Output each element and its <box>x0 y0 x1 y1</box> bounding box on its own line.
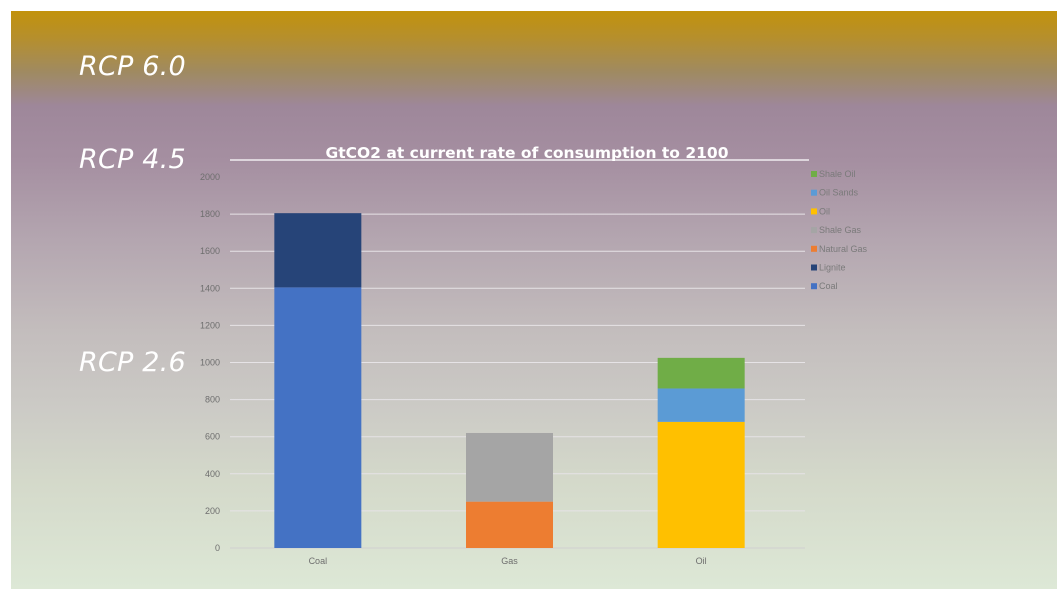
y-tick-label: 600 <box>205 432 220 442</box>
legend-swatch <box>811 245 817 252</box>
y-tick-label: 1800 <box>200 209 220 219</box>
bar-segment-shale-oil <box>657 357 745 389</box>
legend-swatch <box>811 227 817 234</box>
y-tick-label: 400 <box>205 469 220 479</box>
bar-segment-lignite <box>274 213 362 288</box>
legend-label: Natural Gas <box>819 244 868 254</box>
y-tick-label: 0 <box>215 543 220 553</box>
legend: Shale Oil Oil Sands Oil Shale Gas Natural Ga… <box>811 169 868 291</box>
y-tick-label: 1400 <box>200 283 220 293</box>
legend-label: Shale Gas <box>819 225 862 235</box>
legend-swatch <box>811 264 817 271</box>
legend-label: Oil Sands <box>819 188 859 198</box>
legend-label: Coal <box>819 281 838 291</box>
chart-title: GtCO2 at current rate of consumption to … <box>326 144 729 162</box>
legend-swatch <box>811 171 817 177</box>
y-tick-label: 1200 <box>200 320 220 330</box>
x-axis-ticks: Coal Gas Oil <box>309 556 707 566</box>
legend-swatch <box>811 189 817 196</box>
legend-label: Lignite <box>819 263 846 273</box>
legend-label: Shale Oil <box>819 169 856 179</box>
bar-segment-shale-gas <box>466 432 553 502</box>
bars <box>274 213 745 548</box>
rcp-4-5-label: RCP 4.5 <box>79 144 186 175</box>
rcp-6-label: RCP 6.0 <box>79 51 186 82</box>
rcp-2-6-label: RCP 2.6 <box>79 347 186 378</box>
y-tick-label: 1600 <box>200 246 220 256</box>
y-tick-label: 2000 <box>200 172 220 182</box>
x-tick-label: Coal <box>309 556 328 566</box>
y-axis-ticks: 0 200 400 600 800 1000 1200 1400 1600 1800 2000 <box>200 172 220 553</box>
y-tick-label: 200 <box>205 506 220 516</box>
slide: RCP 6.0 RCP 4.5 RCP 2.6 GtCO2 at current… <box>11 11 1057 589</box>
legend-swatch <box>811 208 817 215</box>
x-tick-label: Oil <box>696 556 707 566</box>
x-tick-label: Gas <box>501 556 518 566</box>
bar-segment-oil-sands <box>657 388 745 422</box>
y-tick-label: 1000 <box>200 358 220 368</box>
legend-label: Oil <box>819 206 830 216</box>
bar-segment-natural-gas <box>466 501 553 548</box>
bar-segment-oil <box>657 421 745 548</box>
y-tick-label: 800 <box>205 395 220 405</box>
stacked-bar-chart: GtCO2 at current rate of consumption to … <box>200 144 868 566</box>
bar-segment-coal <box>274 287 362 548</box>
legend-swatch <box>811 283 817 290</box>
